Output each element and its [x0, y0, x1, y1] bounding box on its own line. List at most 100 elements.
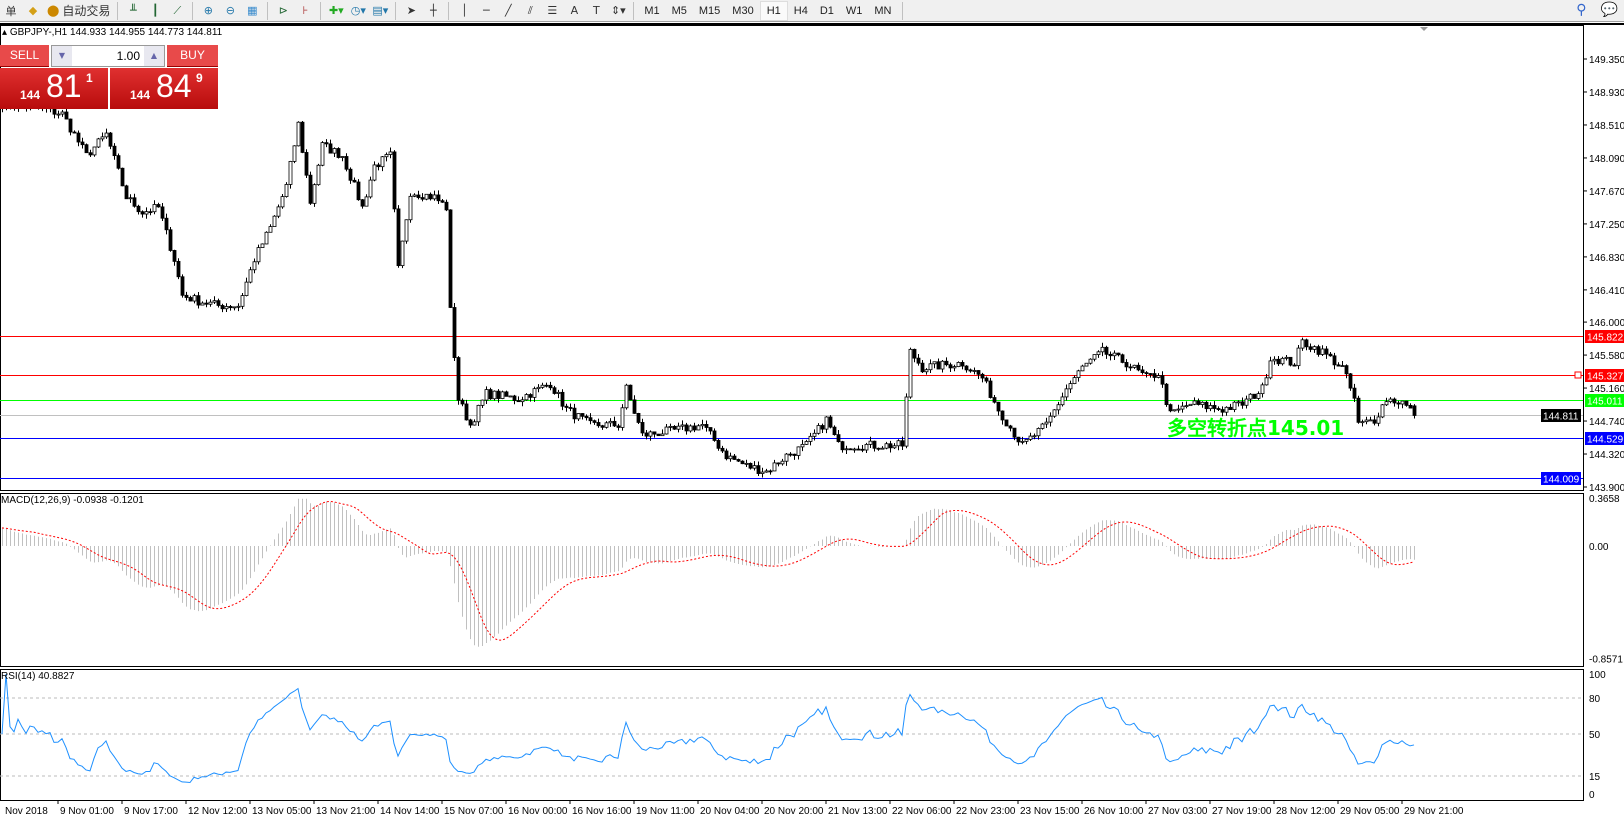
candle-body: [916, 357, 921, 364]
sell-button[interactable]: SELL: [0, 45, 49, 67]
horizontal-line-icon[interactable]: ─: [483, 4, 490, 17]
zoom-in-icon[interactable]: ⊕: [203, 4, 213, 17]
indicators-icon[interactable]: ✚▾: [328, 4, 344, 17]
macd-tick-label: 0.00: [1589, 542, 1609, 553]
candle-body: [1316, 346, 1321, 355]
chat-icon[interactable]: 💬: [1600, 2, 1618, 18]
macd-tick-label: 0.3658: [1589, 494, 1620, 505]
candle-body: [452, 307, 457, 358]
timeframe-h4[interactable]: H4: [793, 4, 808, 17]
timeframe-m15[interactable]: M15: [698, 4, 721, 17]
candle-body: [868, 440, 873, 445]
rsi-tick-label: 50: [1589, 730, 1601, 741]
text-icon[interactable]: A: [570, 4, 579, 17]
timeframe-mn[interactable]: MN: [874, 4, 892, 17]
candle-body: [848, 448, 853, 451]
candle-body: [844, 448, 849, 451]
periods-clock-icon[interactable]: ◷▾: [350, 4, 366, 17]
price-level-label: 145.327: [1587, 372, 1624, 383]
candle-body: [280, 196, 285, 208]
timeframe-m1[interactable]: M1: [644, 4, 660, 17]
candle-body: [1032, 435, 1037, 438]
candle-body: [1340, 365, 1345, 368]
timeframe-m30[interactable]: M30: [732, 4, 754, 17]
timeframe-m5[interactable]: M5: [671, 4, 687, 17]
candle-body: [1096, 351, 1101, 355]
candle-body: [784, 453, 789, 462]
candlestick-icon[interactable]: ┃: [152, 4, 159, 17]
orders-icon[interactable]: ◆: [28, 4, 38, 17]
auto-trading-button[interactable]: ⬤ 自动交易: [44, 1, 113, 21]
one-click-trading-panel: SELL ▼ 1.00 ▲ BUY 144 81 1 144 84 9: [0, 45, 218, 109]
fibonacci-icon[interactable]: ☰: [547, 4, 558, 17]
chart-shift-icon[interactable]: ⊦: [302, 4, 309, 17]
candle-body: [1072, 377, 1077, 384]
x-tick-label: 29 Nov 05:00: [1340, 806, 1400, 817]
candle-body: [92, 146, 97, 156]
candle-body: [932, 361, 937, 365]
y-tick-label: 144.320: [1589, 450, 1624, 461]
y-tick-label: 145.160: [1589, 384, 1624, 395]
candle-body: [604, 422, 609, 428]
text-label-icon[interactable]: T: [592, 4, 600, 17]
search-icon[interactable]: ⚲: [1576, 2, 1587, 18]
candle-body: [616, 425, 621, 428]
tile-windows-icon[interactable]: ▦: [247, 4, 258, 17]
candle-body: [120, 167, 125, 187]
timeframe-h1[interactable]: H1: [759, 0, 788, 21]
arrows-icon[interactable]: ⇕▾: [610, 4, 626, 17]
candle-body: [172, 250, 177, 262]
bar-chart-icon[interactable]: ╨: [130, 4, 137, 17]
candle-body: [1380, 404, 1385, 418]
vertical-line-icon[interactable]: │: [461, 4, 468, 17]
orders-label[interactable]: 单: [5, 4, 17, 18]
candle-body: [544, 384, 549, 387]
candle-body: [412, 194, 417, 197]
crosshair-icon[interactable]: ┼: [430, 4, 437, 17]
candle-body: [1040, 423, 1045, 429]
candle-body: [952, 366, 957, 369]
sell-price-button[interactable]: 144 81 1: [0, 68, 108, 109]
candle-body: [572, 407, 577, 420]
divider: [448, 1, 450, 20]
candle-body: [904, 396, 909, 447]
candle-body: [252, 261, 257, 271]
candle-body: [1168, 404, 1173, 412]
collapse-triangle-icon[interactable]: ▴: [2, 27, 10, 38]
cursor-icon[interactable]: ➤: [406, 4, 416, 17]
candle-body: [984, 377, 989, 382]
candle-body: [60, 111, 65, 115]
line-chart-icon[interactable]: ⟋: [173, 3, 182, 17]
candle-body: [1324, 348, 1329, 355]
candle-body: [396, 208, 401, 267]
zoom-out-icon[interactable]: ⊖: [225, 4, 235, 17]
timeframe-d1[interactable]: D1: [819, 4, 834, 17]
auto-scroll-icon[interactable]: ⊳: [278, 4, 288, 17]
candle-body: [1404, 400, 1409, 406]
lot-input[interactable]: ▼ 1.00 ▲: [51, 45, 165, 67]
x-tick-label: 9 Nov 01:00: [60, 806, 114, 817]
annotation-text[interactable]: 多空转折点145.01: [1167, 416, 1345, 440]
candle-body: [1304, 339, 1309, 348]
lot-increase-icon[interactable]: ▲: [144, 46, 164, 66]
candle-body: [1320, 348, 1325, 355]
candle-body: [96, 138, 101, 148]
candle-body: [872, 440, 877, 449]
buy-button[interactable]: BUY: [167, 45, 218, 67]
trendline-icon[interactable]: ╱: [505, 4, 512, 17]
templates-icon[interactable]: ▤▾: [372, 4, 389, 17]
candle-body: [1020, 440, 1025, 443]
candle-body: [664, 426, 669, 435]
candle-body: [812, 432, 817, 437]
candle-body: [720, 447, 725, 452]
equidistant-channel-icon[interactable]: ⫽: [527, 3, 533, 17]
timeframe-w1[interactable]: W1: [845, 4, 863, 17]
lot-decrease-icon[interactable]: ▼: [52, 46, 72, 66]
candle-body: [900, 440, 905, 447]
candle-body: [772, 462, 777, 472]
chart-shift-marker-icon: [1420, 27, 1428, 31]
x-tick-label: 13 Nov 05:00: [252, 806, 312, 817]
buy-price-button[interactable]: 144 84 9: [110, 68, 218, 109]
candle-body: [636, 413, 641, 423]
